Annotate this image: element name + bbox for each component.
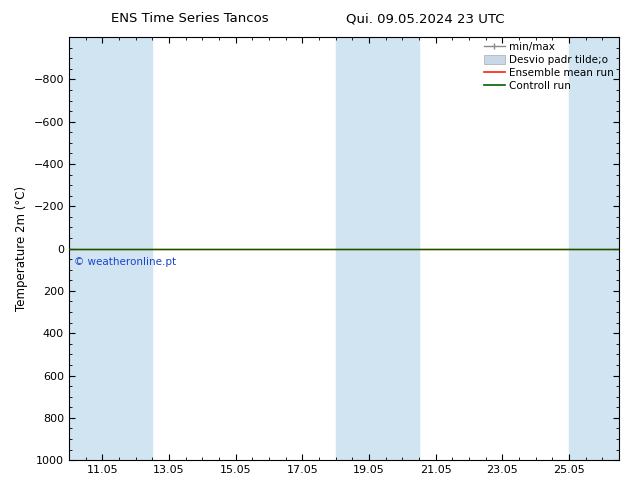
Text: Qui. 09.05.2024 23 UTC: Qui. 09.05.2024 23 UTC bbox=[346, 12, 504, 25]
Bar bbox=[69, 37, 152, 460]
Text: ENS Time Series Tancos: ENS Time Series Tancos bbox=[112, 12, 269, 25]
Y-axis label: Temperature 2m (°C): Temperature 2m (°C) bbox=[15, 186, 28, 311]
Text: © weatheronline.pt: © weatheronline.pt bbox=[74, 257, 176, 267]
Bar bbox=[569, 37, 619, 460]
Legend: min/max, Desvio padr tilde;o, Ensemble mean run, Controll run: min/max, Desvio padr tilde;o, Ensemble m… bbox=[481, 39, 617, 94]
Bar bbox=[335, 37, 419, 460]
